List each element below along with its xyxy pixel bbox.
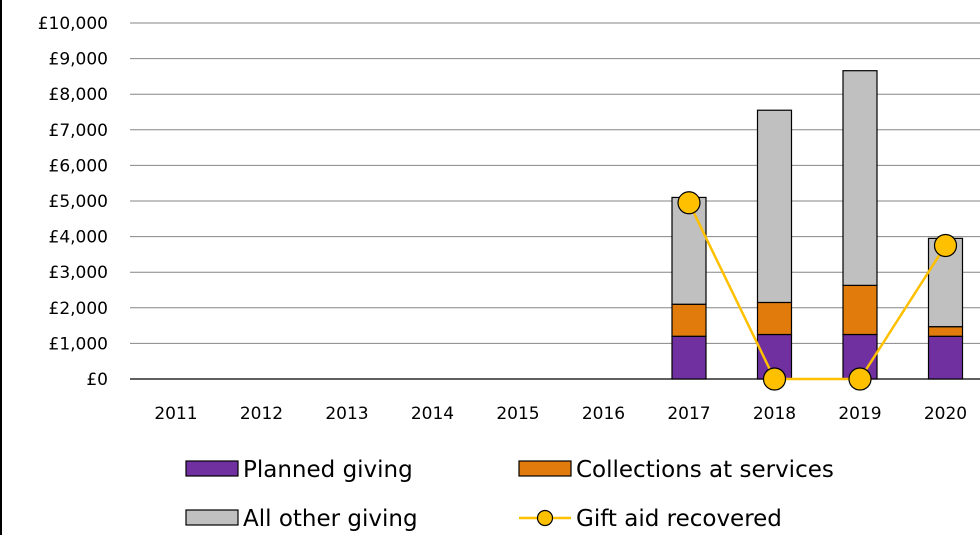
x-tick-label: 2011	[154, 404, 197, 424]
x-tick-label: 2020	[924, 404, 967, 424]
x-tick-label: 2018	[753, 404, 796, 424]
frame-left-border	[0, 0, 2, 535]
legend-marker	[536, 509, 554, 527]
y-tick-label: £7,000	[49, 121, 108, 141]
legend-item: All other giving	[185, 506, 418, 532]
legend-swatch	[518, 460, 572, 477]
x-tick-label: 2015	[496, 404, 539, 424]
y-tick-label: £6,000	[49, 156, 108, 176]
bar-segment	[842, 70, 878, 286]
bar-segment	[927, 326, 964, 337]
series-line	[687, 202, 947, 381]
line-point	[762, 367, 787, 391]
bar-segment	[842, 284, 878, 336]
legend-label: Collections at services	[576, 457, 834, 483]
bar-segment	[927, 335, 964, 380]
legend-swatch	[185, 509, 239, 526]
y-tick-label: £3,000	[49, 263, 108, 283]
bar-segment	[756, 301, 793, 336]
bar-segment	[671, 335, 707, 380]
x-tick-label: 2019	[838, 404, 881, 424]
x-axis: 2011 2012 2013 2014 2015 2016 2017 2018 2019 2020	[154, 404, 967, 424]
legend-swatch	[185, 460, 239, 477]
y-tick-label: £0	[86, 370, 108, 390]
x-tick-label: 2016	[582, 404, 625, 424]
legend-item: Planned giving	[185, 457, 413, 483]
legend: Planned giving Collections at services All…	[185, 457, 834, 532]
y-tick-label: £9,000	[49, 50, 108, 70]
y-tick-label: £8,000	[49, 85, 108, 105]
bar-segment	[671, 196, 707, 305]
gift-aid-line	[677, 191, 958, 391]
legend-item: Gift aid recovered	[519, 506, 782, 532]
line-point	[848, 367, 872, 391]
bar-segment	[756, 109, 793, 304]
x-tick-label: 2014	[411, 404, 454, 424]
x-tick-label: 2017	[667, 404, 710, 424]
y-tick-label: £10,000	[38, 14, 108, 34]
legend-item: Collections at services	[518, 457, 834, 483]
y-tick-label: £1,000	[49, 334, 108, 354]
legend-label: All other giving	[243, 506, 418, 532]
y-tick-label: £4,000	[49, 228, 108, 248]
line-point	[677, 191, 701, 215]
bar-segment	[671, 303, 707, 337]
line-point	[933, 233, 958, 258]
legend-label: Planned giving	[243, 457, 413, 483]
y-tick-label: £2,000	[49, 299, 108, 319]
x-tick-label: 2012	[240, 404, 283, 424]
y-tick-label: £5,000	[49, 192, 108, 212]
gridlines	[130, 22, 980, 380]
x-tick-label: 2013	[325, 404, 368, 424]
legend-label: Gift aid recovered	[576, 506, 782, 532]
y-axis: £0 £1,000 £2,000 £3,000 £4,000 £5,000 £6,000 £7…	[38, 14, 108, 390]
bars	[671, 70, 964, 380]
